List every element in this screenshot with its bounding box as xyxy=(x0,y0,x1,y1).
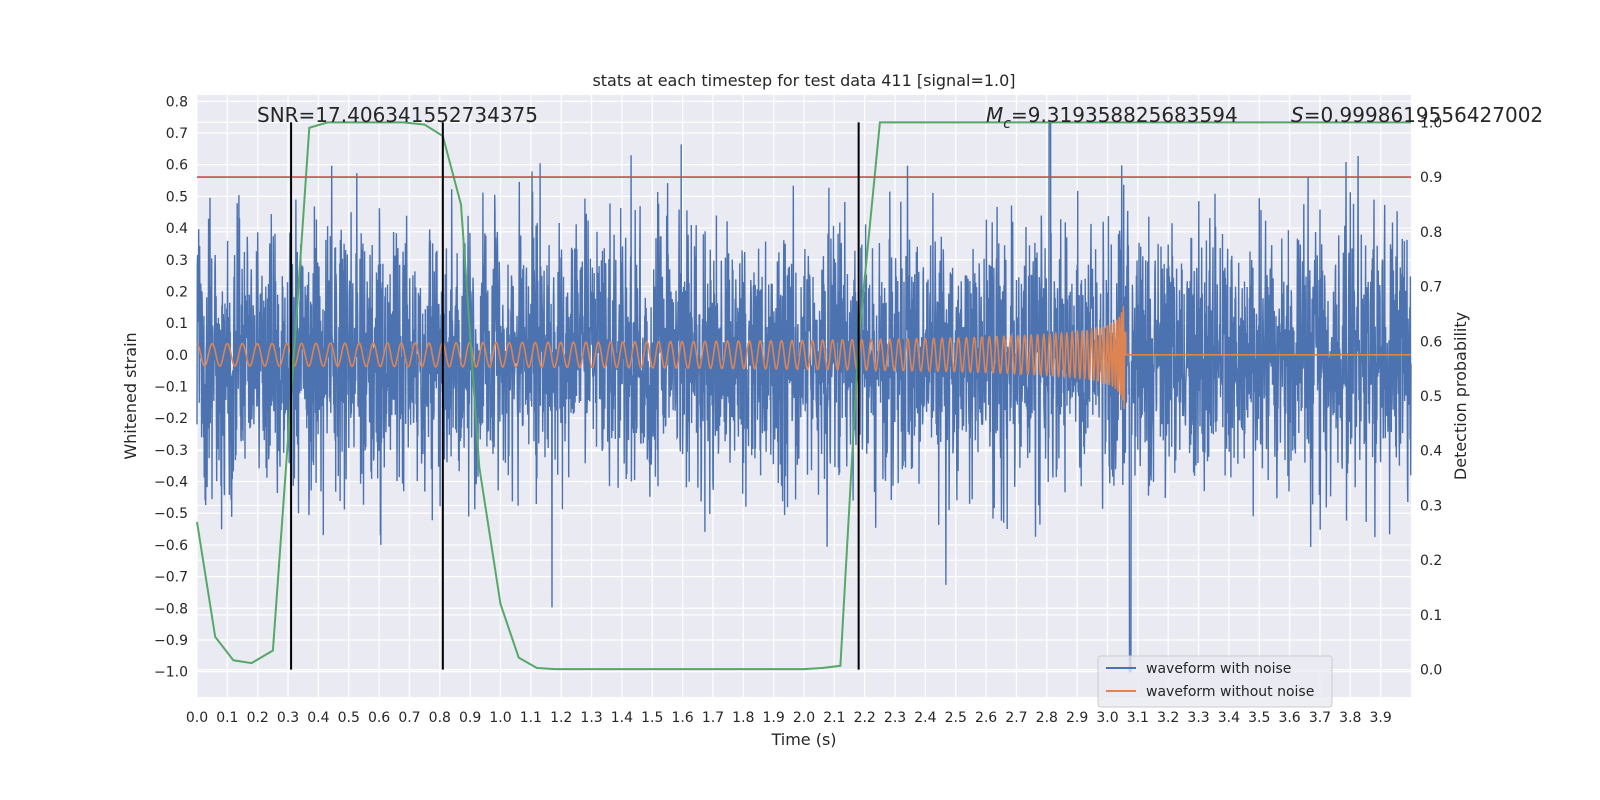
y-right-tick-label: 0.3 xyxy=(1420,498,1442,514)
x-tick-label: 1.4 xyxy=(611,710,633,726)
s-annotation: S=0.9998619556427002 xyxy=(1291,103,1543,127)
x-tick-label: 1.8 xyxy=(732,710,754,726)
chart-title: stats at each timestep for test data 411… xyxy=(592,71,1015,90)
y-right-tick-label: 1.0 xyxy=(1420,115,1442,131)
legend: waveform with noise waveform without noi… xyxy=(1097,655,1333,708)
x-tick-label: 0.8 xyxy=(429,710,451,726)
x-tick-label: 1.5 xyxy=(641,710,663,726)
mc-symbol: M xyxy=(986,103,1003,127)
x-tick-label: 1.9 xyxy=(763,710,785,726)
snr-annotation: SNR=17.406341552734375 xyxy=(257,103,538,127)
y-tick-label: 0.7 xyxy=(166,126,188,142)
y-right-tick-label: 0.0 xyxy=(1420,663,1442,679)
y-right-tick-labels: 0.0 0.1 0.2 0.3 0.4 0.5 0.6 0.7 0.8 0.9 1.0 xyxy=(1420,115,1442,678)
x-tick-label: 0.1 xyxy=(216,710,238,726)
x-tick-label: 2.9 xyxy=(1066,710,1088,726)
y-right-tick-label: 0.4 xyxy=(1420,444,1442,460)
y-tick-label: 0.1 xyxy=(166,316,188,332)
y-tick-label: 0.8 xyxy=(166,94,188,110)
y-right-tick-label: 0.2 xyxy=(1420,553,1442,569)
y-tick-label: −0.3 xyxy=(154,443,188,459)
legend-box xyxy=(1097,655,1333,708)
y-tick-label: −0.5 xyxy=(154,506,188,522)
x-tick-label: 0.2 xyxy=(247,710,269,726)
legend-label-noise: waveform with noise xyxy=(1146,661,1291,677)
x-tick-label: 0.7 xyxy=(398,710,420,726)
y-axis-label: Whitened strain xyxy=(121,332,140,459)
x-tick-label: 1.0 xyxy=(489,710,511,726)
x-tick-label: 2.8 xyxy=(1036,710,1058,726)
x-tick-label: 3.5 xyxy=(1248,710,1270,726)
y-right-tick-label: 0.9 xyxy=(1420,170,1442,186)
y-tick-label: 0.4 xyxy=(166,221,188,237)
chirp-line xyxy=(196,306,1411,410)
y-right-tick-label: 0.5 xyxy=(1420,389,1442,405)
y-tick-label: 0.2 xyxy=(166,284,188,300)
vertical-lines xyxy=(290,122,860,670)
x-tick-label: 0.3 xyxy=(277,710,299,726)
y-tick-label: 0.5 xyxy=(166,189,188,205)
x-tick-label: 3.3 xyxy=(1187,710,1209,726)
x-tick-label: 2.3 xyxy=(884,710,906,726)
y-tick-label: 0.0 xyxy=(166,348,188,364)
y-tick-label: −1.0 xyxy=(154,665,188,681)
x-axis-label: Time (s) xyxy=(770,730,836,749)
x-tick-labels: 0.0 0.1 0.2 0.3 0.4 0.5 0.6 0.7 0.8 0.9 1.0 1.1 1.2 1… xyxy=(186,710,1392,726)
y-tick-label: 0.3 xyxy=(166,253,188,269)
x-tick-label: 3.7 xyxy=(1309,710,1331,726)
s-symbol: S xyxy=(1291,103,1304,127)
series-waveform-without-noise xyxy=(196,306,1411,410)
x-tick-label: 0.0 xyxy=(186,710,208,726)
y-right-tick-label: 0.8 xyxy=(1420,225,1442,241)
y-tick-labels: 0.8 0.7 0.6 0.5 0.4 0.3 0.2 0.1 0.0 −0.1 −0.2 −0.3 −… xyxy=(154,94,188,680)
mc-subscript: c xyxy=(1003,116,1011,132)
series-waveform-with-noise xyxy=(196,122,1412,673)
x-tick-label: 3.1 xyxy=(1127,710,1149,726)
x-tick-label: 1.2 xyxy=(550,710,572,726)
y-right-tick-label: 0.1 xyxy=(1420,608,1442,624)
x-tick-label: 1.6 xyxy=(671,710,693,726)
x-tick-label: 3.0 xyxy=(1096,710,1118,726)
x-tick-label: 0.5 xyxy=(338,710,360,726)
x-tick-label: 0.9 xyxy=(459,710,481,726)
noise-line xyxy=(196,122,1412,673)
x-tick-label: 2.5 xyxy=(945,710,967,726)
y-tick-label: −0.9 xyxy=(154,633,188,649)
x-tick-label: 3.2 xyxy=(1157,710,1179,726)
legend-label-chirp: waveform without noise xyxy=(1146,684,1314,700)
x-tick-label: 1.3 xyxy=(580,710,602,726)
y-tick-label: −0.1 xyxy=(154,379,188,395)
y-tick-label: −0.7 xyxy=(154,570,188,586)
x-tick-label: 1.7 xyxy=(702,710,724,726)
x-tick-label: 2.0 xyxy=(793,710,815,726)
x-tick-label: 3.6 xyxy=(1278,710,1300,726)
y-tick-label: −0.4 xyxy=(154,475,188,491)
x-tick-label: 0.4 xyxy=(307,710,329,726)
s-value: =0.9998619556427002 xyxy=(1304,103,1543,127)
y-tick-label: −0.6 xyxy=(154,538,188,554)
x-tick-label: 2.6 xyxy=(975,710,997,726)
x-tick-label: 3.4 xyxy=(1218,710,1240,726)
x-tick-label: 1.1 xyxy=(520,710,542,726)
x-tick-label: 2.4 xyxy=(914,710,936,726)
y-tick-label: −0.8 xyxy=(154,601,188,617)
x-tick-label: 0.6 xyxy=(368,710,390,726)
x-tick-label: 2.1 xyxy=(823,710,845,726)
x-tick-label: 2.7 xyxy=(1005,710,1027,726)
y-tick-label: 0.6 xyxy=(166,158,188,174)
y-right-axis-label: Detection probability xyxy=(1451,312,1470,480)
x-tick-label: 3.9 xyxy=(1370,710,1392,726)
x-tick-label: 2.2 xyxy=(854,710,876,726)
mc-value: =9.319358825683594 xyxy=(1011,103,1238,127)
y-tick-label: −0.2 xyxy=(154,411,188,427)
x-tick-label: 3.8 xyxy=(1339,710,1361,726)
mc-annotation: Mc=9.319358825683594 xyxy=(986,103,1238,132)
y-right-tick-label: 0.6 xyxy=(1420,334,1442,350)
y-right-tick-label: 0.7 xyxy=(1420,280,1442,296)
